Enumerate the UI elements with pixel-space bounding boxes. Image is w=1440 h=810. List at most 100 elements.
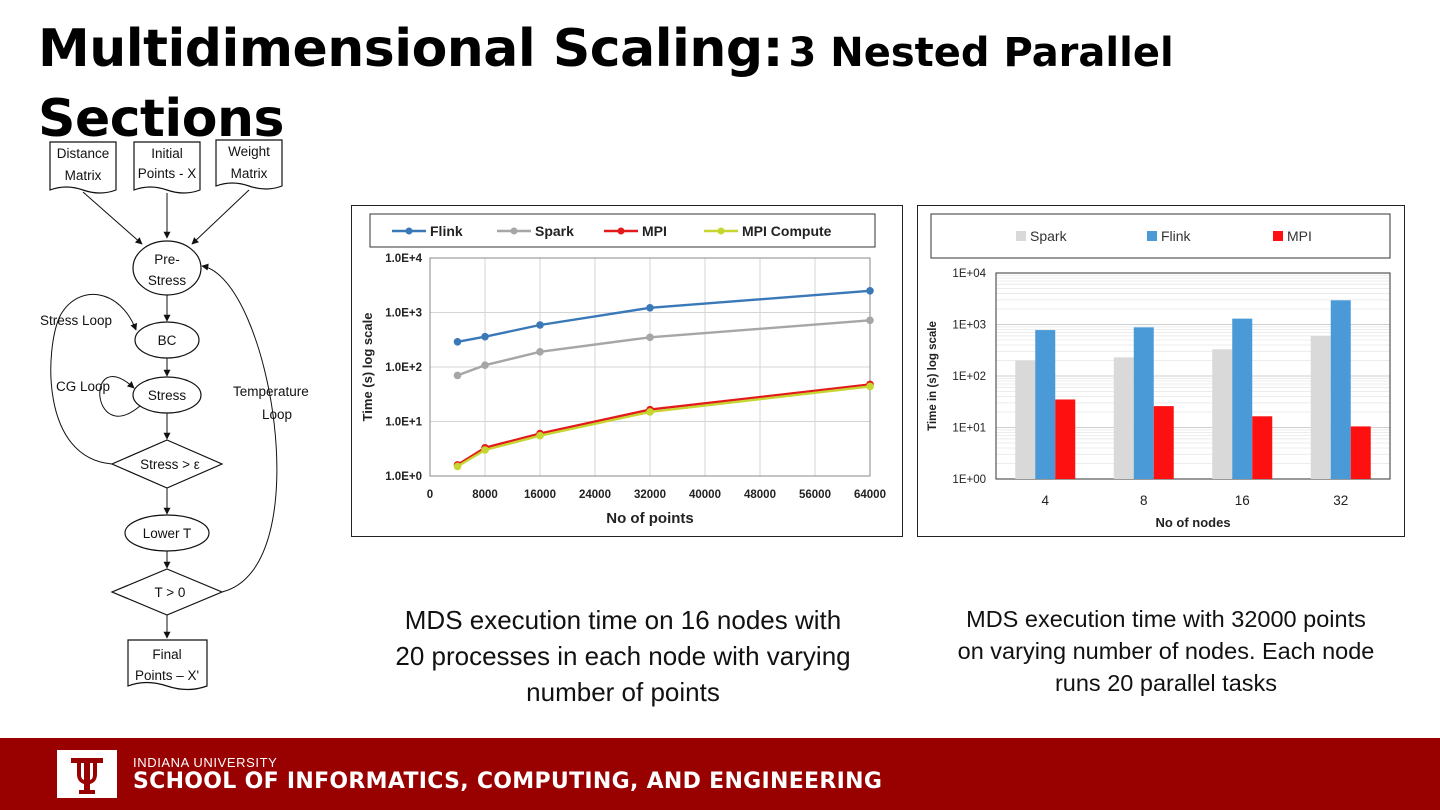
point-0-2 — [536, 321, 544, 329]
doc-weight-line2: Matrix — [231, 166, 268, 181]
legend-marker-2 — [617, 227, 625, 235]
chart-points-line: Flink Spark MPI MPI Compute 1.0E+0 1.0E+1 1.0E… — [351, 205, 903, 537]
doc-distance-matrix — [49, 141, 117, 194]
chart-nodes-svg: Spark Flink MPI 1E+00 1E+01 1E+02 1E+03 1E+04 4 8… — [927, 213, 1391, 530]
stress-cond-label: Stress > ε — [140, 457, 200, 472]
x-tick-2: 16 — [1235, 493, 1250, 508]
legend-marker-1 — [510, 227, 518, 235]
bc-label: BC — [158, 333, 177, 348]
prestress-line1: Pre- — [154, 252, 180, 267]
y-tick-4: 1.0E+4 — [385, 253, 422, 265]
stress-loop-arrow — [50, 293, 138, 465]
bar-1-1 — [1133, 327, 1154, 479]
doc-initial-line2: Points - X — [138, 166, 197, 181]
y-tick-4: 1E+04 — [952, 268, 986, 280]
temperature-loop-arrow — [201, 263, 278, 593]
x-tick-5: 40000 — [689, 489, 721, 501]
doc-distance-line2: Matrix — [65, 168, 102, 183]
x-tick-0: 0 — [427, 489, 433, 501]
chart-points-svg: Flink Spark MPI MPI Compute 1.0E+0 1.0E+1 1.0E… — [360, 213, 886, 527]
legend-label-0: Spark — [1030, 228, 1068, 244]
legend-box — [930, 213, 1391, 259]
bar-0-1 — [1113, 357, 1134, 479]
title-line2: Sections — [38, 89, 284, 149]
x-tick-4: 32000 — [634, 489, 666, 501]
legend-label-1: Spark — [535, 223, 574, 239]
doc-initial-points — [133, 141, 201, 194]
footer-bar: INDIANA UNIVERSITY SCHOOL OF INFORMATICS… — [0, 738, 1440, 810]
doc-weight-matrix — [215, 139, 283, 190]
prestress-line2: Stress — [148, 273, 187, 288]
school-name: SCHOOL OF INFORMATICS, COMPUTING, AND EN… — [133, 769, 883, 794]
y-tick-0: 1E+00 — [952, 474, 986, 486]
arrow-distance-prestress — [82, 191, 143, 245]
legend-swatch-2 — [1273, 231, 1283, 241]
lower-t-label: Lower T — [143, 526, 192, 541]
iu-logo — [57, 750, 117, 798]
point-0-1 — [481, 332, 489, 341]
plot-area — [995, 272, 1391, 480]
legend-label-1: Flink — [1161, 228, 1192, 244]
title-sub: 3 Nested Parallel — [788, 30, 1174, 76]
bar-1-2 — [1232, 318, 1253, 479]
y-tick-3: 1E+03 — [952, 320, 986, 332]
legend-label-0: Flink — [430, 223, 463, 239]
bar-2-0 — [1055, 399, 1076, 479]
x-tick-2: 16000 — [524, 489, 556, 501]
chart-nodes-bar: Spark Flink MPI 1E+00 1E+01 1E+02 1E+03 1E+04 4 8… — [917, 205, 1405, 537]
bar-2-1 — [1153, 406, 1174, 479]
y-axis-title: Time (s) log scale — [360, 313, 375, 422]
arrow-weight-prestress — [191, 189, 250, 245]
point-3-0 — [453, 462, 462, 471]
point-1-0 — [453, 371, 462, 380]
bar-2-2 — [1252, 416, 1273, 479]
x-tick-1: 8 — [1140, 493, 1148, 508]
series-line-3 — [456, 385, 871, 468]
x-axis-title: No of points — [606, 510, 693, 527]
y-tick-2: 1.0E+2 — [385, 362, 422, 374]
legend-marker-3 — [717, 227, 725, 235]
bar-0-0 — [1015, 360, 1036, 479]
cg-loop-label: CG Loop — [56, 379, 110, 394]
point-1-1 — [481, 361, 489, 369]
y-tick-1: 1E+01 — [952, 423, 986, 435]
doc-distance-line1: Distance — [57, 146, 110, 161]
slide-title: Multidimensional Scaling: 3 Nested Paral… — [38, 20, 1418, 160]
x-tick-3: 32 — [1333, 493, 1348, 508]
y-tick-3: 1.0E+3 — [385, 308, 422, 320]
series-line-0 — [457, 289, 871, 343]
point-3-1 — [481, 446, 489, 454]
bar-0-3 — [1310, 335, 1331, 479]
legend-swatch-0 — [1016, 231, 1026, 241]
point-3-3 — [646, 408, 654, 416]
university-name: INDIANA UNIVERSITY — [133, 755, 278, 770]
doc-final-points — [127, 639, 208, 691]
y-tick-1: 1.0E+1 — [385, 417, 422, 429]
bar-2-3 — [1350, 426, 1371, 479]
title-main: Multidimensional Scaling: — [38, 19, 783, 79]
point-1-3 — [646, 333, 654, 342]
final-line1: Final — [152, 647, 181, 662]
point-1-2 — [536, 348, 544, 356]
temperature-loop-label2: Loop — [262, 407, 292, 422]
point-3-4 — [866, 382, 874, 391]
series-line-2 — [456, 383, 871, 466]
stress-loop-label: Stress Loop — [40, 313, 112, 328]
y-tick-2: 1E+02 — [952, 371, 986, 383]
point-0-3 — [646, 303, 654, 312]
y-tick-0: 1.0E+0 — [385, 471, 422, 483]
point-3-2 — [536, 431, 544, 440]
point-0-4 — [866, 287, 874, 295]
bar-0-2 — [1212, 349, 1233, 479]
x-axis-title: No of nodes — [1155, 515, 1230, 530]
doc-initial-line1: Initial — [151, 146, 183, 161]
point-0-0 — [453, 337, 462, 346]
y-axis-title: Time in (s) log scale — [927, 321, 939, 431]
plot-area — [429, 257, 871, 477]
x-tick-0: 4 — [1041, 493, 1049, 508]
x-tick-8: 64000 — [854, 489, 886, 501]
final-line2: Points – X' — [135, 668, 199, 683]
x-tick-3: 24000 — [579, 489, 611, 501]
x-tick-1: 8000 — [472, 489, 498, 501]
temperature-loop-label1: Temperature — [233, 384, 309, 399]
